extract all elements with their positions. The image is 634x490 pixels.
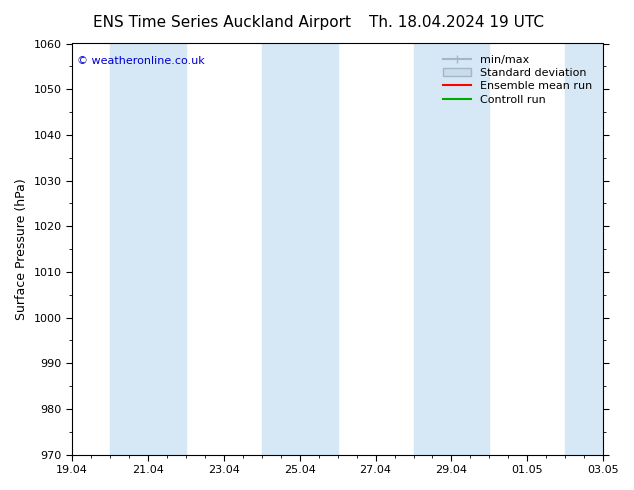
Bar: [566, 44, 603, 455]
Text: ENS Time Series Auckland Airport: ENS Time Series Auckland Airport: [93, 15, 351, 30]
Text: © weatheronline.co.uk: © weatheronline.co.uk: [77, 56, 205, 66]
Legend: min/max, Standard deviation, Ensemble mean run, Controll run: min/max, Standard deviation, Ensemble me…: [437, 49, 598, 110]
Text: Th. 18.04.2024 19 UTC: Th. 18.04.2024 19 UTC: [369, 15, 544, 30]
Bar: [262, 44, 338, 455]
Y-axis label: Surface Pressure (hPa): Surface Pressure (hPa): [15, 178, 28, 320]
Bar: [413, 44, 489, 455]
Bar: [110, 44, 186, 455]
